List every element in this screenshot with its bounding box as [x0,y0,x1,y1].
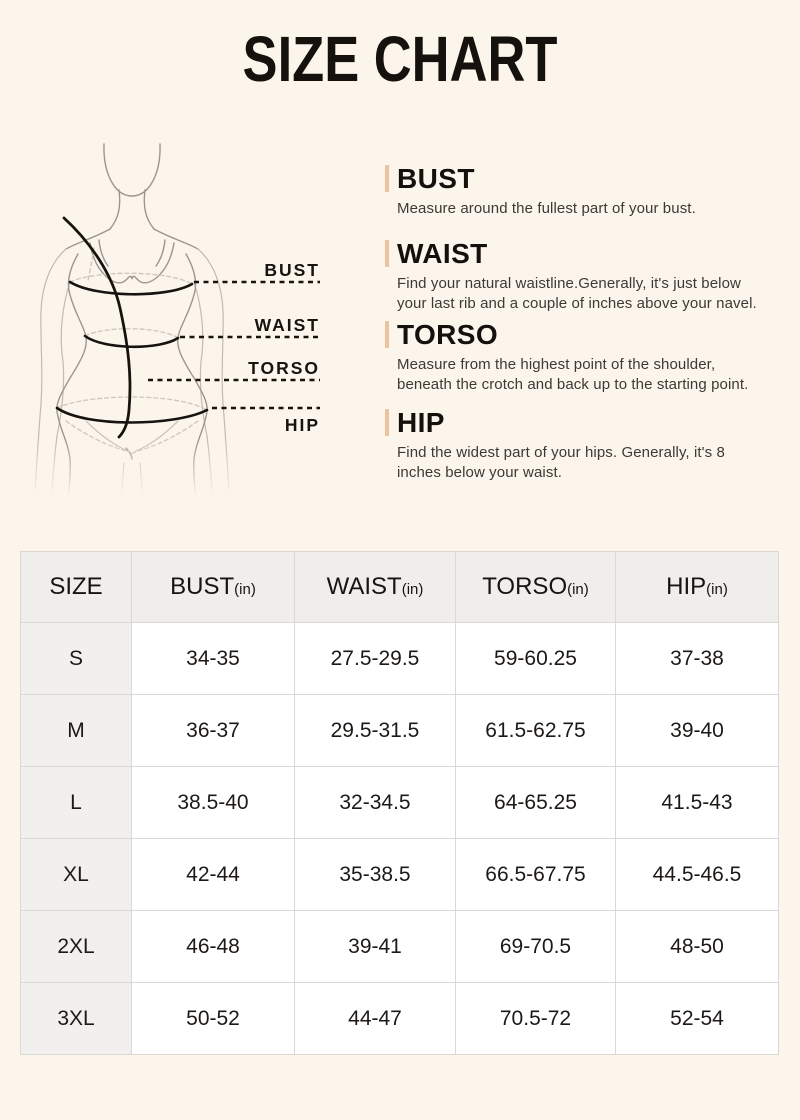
guide-description-waist: Find your natural waistline.Generally, i… [397,275,757,312]
table-row: 3XL 50-52 44-47 70.5-72 52-54 [20,982,779,1055]
cell-bust: 38.5-40 [131,766,295,839]
header-bust-unit: (in) [234,581,256,598]
cell-hip: 39-40 [615,694,779,767]
guide-title-bust: BUST [397,163,475,194]
table-row: XL 42-44 35-38.5 66.5-67.75 44.5-46.5 [20,838,779,911]
hip-callout-label: HIP [285,415,320,435]
cell-bust: 42-44 [131,838,295,911]
cell-bust: 34-35 [131,622,295,695]
cell-size: M [20,694,132,767]
female-figure-illustration: BUST WAIST TORSO HIP [34,143,320,503]
waist-callout-label: WAIST [255,315,320,335]
cell-waist: 29.5-31.5 [294,694,456,767]
cell-hip: 48-50 [615,910,779,983]
header-hip: HIP(in) [615,551,779,623]
cell-size: XL [20,838,132,911]
cell-torso: 59-60.25 [455,622,616,695]
cell-hip: 37-38 [615,622,779,695]
table-row: L 38.5-40 32-34.5 64-65.25 41.5-43 [20,766,779,839]
cell-size: S [20,622,132,695]
cell-waist: 35-38.5 [294,838,456,911]
cell-torso: 64-65.25 [455,766,616,839]
guide-section-hip: HIP Find the widest part of your hips. G… [385,409,770,483]
cell-size: L [20,766,132,839]
cell-torso: 70.5-72 [455,982,616,1055]
table-row: 2XL 46-48 39-41 69-70.5 48-50 [20,910,779,983]
guide-title-torso: TORSO [397,319,499,350]
guide-description-bust: Measure around the fullest part of your … [397,200,696,217]
guide-description-hip: Find the widest part of your hips. Gener… [397,444,725,481]
size-table-header-row: SIZE BUST(in) WAIST(in) TORSO(in) HIP(in… [20,551,779,623]
size-table: SIZE BUST(in) WAIST(in) TORSO(in) HIP(in… [20,551,779,1055]
bust-callout-label: BUST [264,260,320,280]
header-size: SIZE [20,551,132,623]
cell-torso: 69-70.5 [455,910,616,983]
header-waist: WAIST(in) [294,551,456,623]
accent-bar [385,165,389,192]
table-row: M 36-37 29.5-31.5 61.5-62.75 39-40 [20,694,779,767]
cell-hip: 52-54 [615,982,779,1055]
cell-torso: 61.5-62.75 [455,694,616,767]
table-row: S 34-35 27.5-29.5 59-60.25 37-38 [20,622,779,695]
cell-waist: 32-34.5 [294,766,456,839]
cell-hip: 44.5-46.5 [615,838,779,911]
guide-section-bust: BUST Measure around the fullest part of … [385,165,770,219]
cell-size: 3XL [20,982,132,1055]
cell-hip: 41.5-43 [615,766,779,839]
cell-bust: 50-52 [131,982,295,1055]
cell-waist: 27.5-29.5 [294,622,456,695]
accent-bar [385,409,389,436]
accent-bar [385,321,389,348]
torso-callout-label: TORSO [248,358,320,378]
guide-title-hip: HIP [397,407,445,438]
header-torso-unit: (in) [567,581,589,598]
header-torso: TORSO(in) [455,551,616,623]
accent-bar [385,240,389,267]
cell-torso: 66.5-67.75 [455,838,616,911]
page-title: SIZE CHART [242,23,558,95]
header-hip-unit: (in) [706,581,728,598]
guide-description-torso: Measure from the highest point of the sh… [397,356,749,393]
cell-bust: 36-37 [131,694,295,767]
header-waist-unit: (in) [401,581,424,598]
cell-bust: 46-48 [131,910,295,983]
header-bust: BUST(in) [131,551,295,623]
guide-section-waist: WAIST Find your natural waistline.Genera… [385,240,770,314]
cell-size: 2XL [20,910,132,983]
body-measurement-diagram: BUST WAIST TORSO HIP [26,130,366,508]
guide-title-waist: WAIST [397,238,488,269]
cell-waist: 44-47 [294,982,456,1055]
guide-section-torso: TORSO Measure from the highest point of … [385,321,770,395]
cell-waist: 39-41 [294,910,456,983]
